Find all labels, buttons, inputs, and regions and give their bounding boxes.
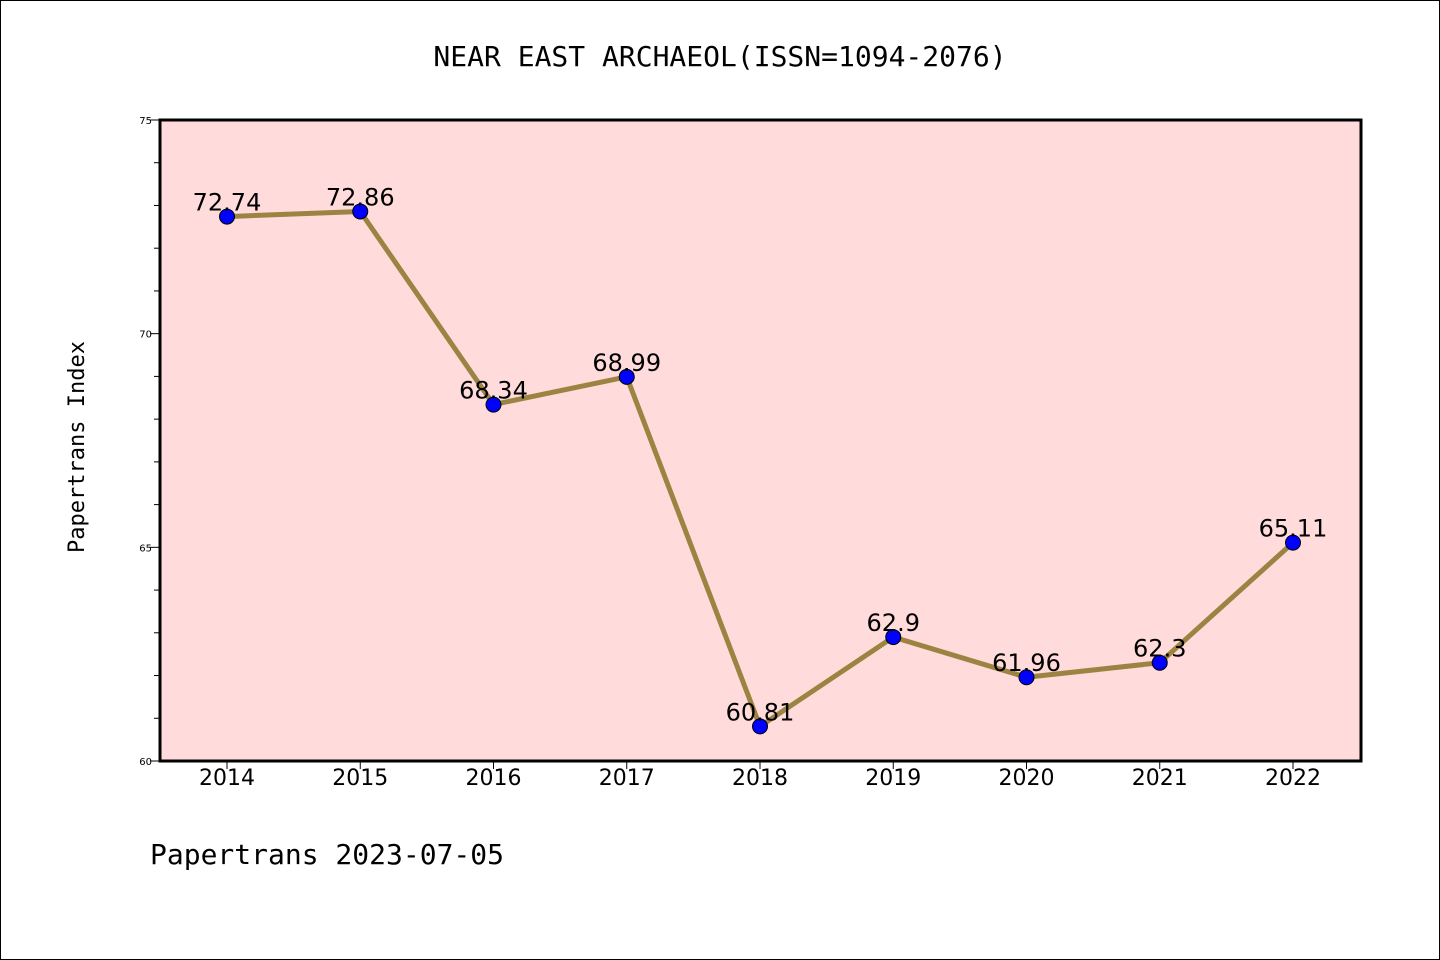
x-tick-label: 2019 (865, 766, 921, 791)
data-point (352, 203, 369, 220)
data-label: 62.3 (1133, 635, 1186, 663)
data-label: 68.34 (459, 377, 528, 405)
x-tick-label: 2017 (599, 766, 655, 791)
y-tick-label: 65 (139, 543, 152, 554)
data-label: 72.74 (193, 189, 262, 217)
x-tick-label: 2022 (1265, 766, 1321, 791)
data-point (1018, 669, 1035, 686)
data-label: 72.86 (326, 183, 395, 211)
x-tick-label: 2021 (1132, 766, 1188, 791)
x-axis: 2014 2015 2016 2017 2018 2019 2020 2021 2022 (199, 761, 1321, 791)
data-point (752, 718, 768, 735)
y-tick-label: 60 (139, 757, 152, 768)
footer-text: Papertrans 2023-07-05 (150, 838, 504, 871)
data-point (219, 208, 235, 225)
x-tick-label: 2014 (199, 766, 255, 791)
x-tick-label: 2018 (732, 766, 788, 791)
y-axis: 60 65 70 75 (139, 116, 160, 768)
x-tick-label: 2016 (466, 766, 522, 791)
data-labels: 72.74 72.86 68.34 68.99 60.81 62.9 61.96 62.3 65… (193, 183, 1328, 726)
y-tick-label: 75 (139, 116, 152, 127)
data-label: 68.99 (592, 349, 661, 377)
data-point (885, 629, 902, 646)
data-point (618, 368, 635, 385)
data-point (1151, 654, 1168, 671)
data-point (1285, 534, 1301, 551)
y-axis-label: Papertrans Index (65, 341, 90, 553)
x-tick-label: 2020 (999, 766, 1055, 791)
data-label: 60.81 (726, 698, 795, 726)
chart-title: NEAR EAST ARCHAEOL(ISSN=1094-2076) (433, 40, 1006, 73)
x-tick-label: 2015 (332, 766, 388, 791)
data-point (485, 396, 502, 413)
data-points (219, 203, 1301, 735)
y-tick-label: 70 (139, 330, 152, 341)
plot-area (158, 118, 1363, 763)
data-label: 62.9 (867, 609, 920, 637)
data-label: 65.11 (1259, 515, 1328, 543)
data-label: 61.96 (992, 649, 1061, 677)
